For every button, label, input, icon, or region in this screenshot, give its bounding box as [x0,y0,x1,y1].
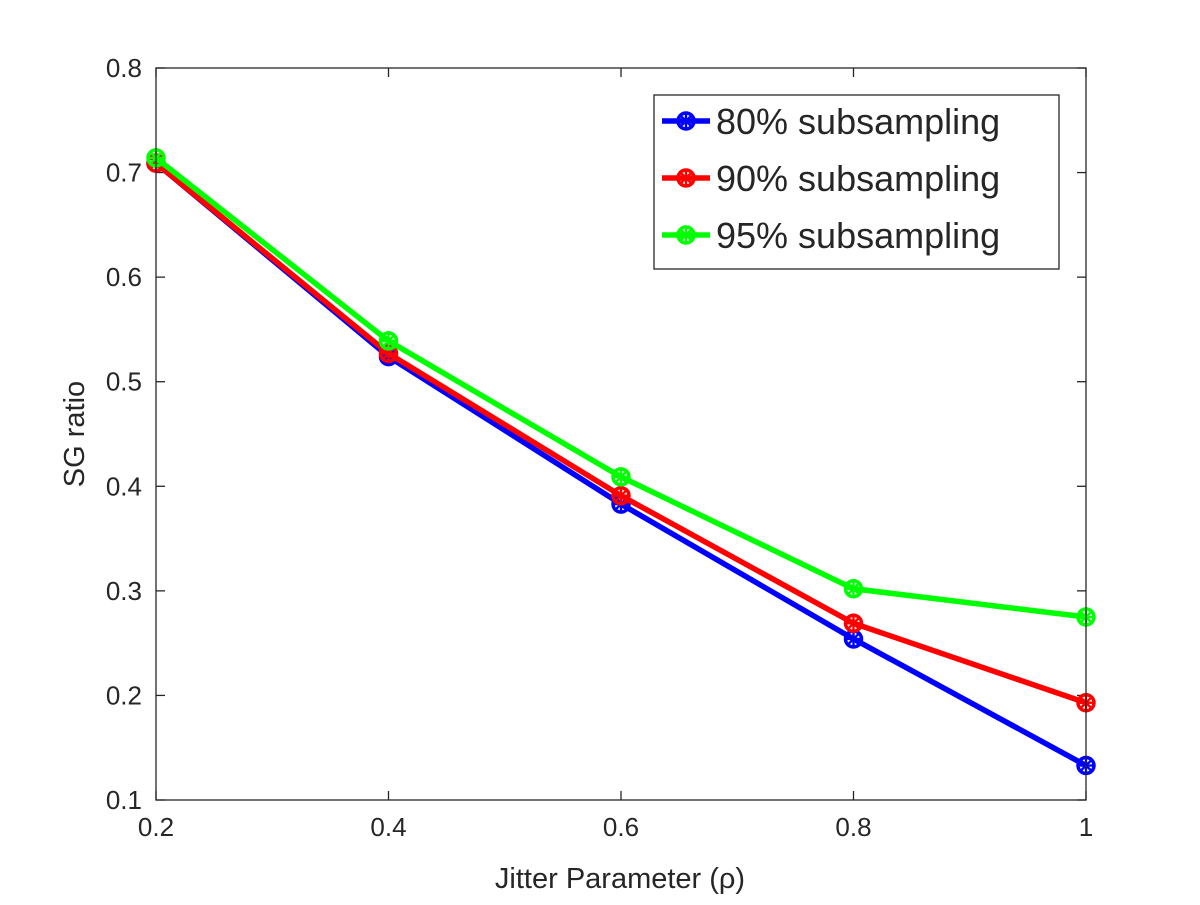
marker-star [679,114,693,128]
marker-star [679,228,693,242]
legend: 80% subsampling 90% subsampling 95% subsam… [653,94,1060,270]
y-tick-label: 0.2 [106,680,142,710]
axes-box [155,67,1087,801]
marker-star [381,334,396,348]
legend-label: 80% subsampling [716,101,1000,142]
marker-star [846,616,861,630]
marker-star [846,632,861,646]
legend-marker [676,168,696,188]
legend-item: 80% subsampling [662,101,1000,142]
y-tick-label: 0.1 [106,785,142,815]
y-axis-label: SG ratio [59,381,91,487]
x-tick-label: 0.8 [835,812,871,842]
legend-box [653,94,1060,270]
marker-star [679,171,693,185]
x-tick-label: 0.2 [138,812,174,842]
axis-ticks: 0.2 0.4 0.6 0.8 10.10.20.30.40.50.60.70.8 [106,53,1093,842]
y-tick-label: 0.3 [106,576,142,606]
y-tick-label: 0.7 [106,158,142,188]
data-point [378,331,399,351]
legend-label: 95% subsampling [716,215,1000,256]
y-tick-label: 0.4 [106,471,142,501]
data-point [843,629,864,649]
y-tick-label: 0.5 [106,367,142,397]
data-point [843,613,864,634]
marker-star [614,470,628,484]
y-tick-label: 0.8 [106,53,142,83]
x-tick-label: 0.6 [603,812,639,842]
data-point [611,485,631,506]
x-tick-label: 0.4 [370,812,406,842]
legend-marker [676,111,696,131]
marker-star [614,489,628,503]
y-tick-label: 0.6 [106,262,142,292]
legend-marker [676,225,696,245]
legend-item: 95% subsampling [662,215,1000,256]
axes-frame [155,67,1087,801]
legend-label: 90% subsampling [716,158,1000,199]
data-point [843,579,864,599]
x-tick-label: 1 [1079,812,1093,842]
data-point [611,467,631,487]
legend-item: 90% subsampling [662,158,1000,199]
x-axis-label: Jitter Parameter (ρ) [495,863,745,895]
marker-star [846,582,861,596]
